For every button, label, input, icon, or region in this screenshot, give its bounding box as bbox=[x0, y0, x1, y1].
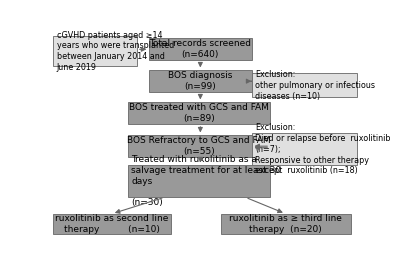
FancyBboxPatch shape bbox=[128, 165, 270, 197]
Text: cGVHD patients aged ≥14
years who were transplanted
between January 2014 and
Jun: cGVHD patients aged ≥14 years who were t… bbox=[57, 31, 174, 72]
Text: ruxolitinib as ≥ third line
therapy  (n=20): ruxolitinib as ≥ third line therapy (n=2… bbox=[229, 214, 342, 234]
Text: BOS Refractory to GCS and FAM
(n=55): BOS Refractory to GCS and FAM (n=55) bbox=[127, 136, 271, 156]
FancyBboxPatch shape bbox=[252, 133, 357, 165]
FancyBboxPatch shape bbox=[220, 214, 351, 234]
Text: BOS treated with GCS and FAM
(n=89): BOS treated with GCS and FAM (n=89) bbox=[129, 103, 269, 123]
FancyBboxPatch shape bbox=[128, 135, 270, 157]
FancyBboxPatch shape bbox=[53, 36, 137, 66]
Text: Exclusion:
other pulmonary or infectious
diseases (n=10): Exclusion: other pulmonary or infectious… bbox=[255, 70, 375, 100]
FancyBboxPatch shape bbox=[53, 214, 171, 234]
FancyBboxPatch shape bbox=[149, 38, 252, 60]
Text: Total records screened
(n=640): Total records screened (n=640) bbox=[149, 39, 251, 59]
FancyBboxPatch shape bbox=[128, 102, 270, 124]
Text: ruxolitinib as second line
therapy          (n=10): ruxolitinib as second line therapy (n=10… bbox=[55, 214, 169, 234]
FancyBboxPatch shape bbox=[252, 73, 357, 97]
Text: Treated with ruxolitinib as a
salvage treatment for at least 30
days

(n=30): Treated with ruxolitinib as a salvage tr… bbox=[131, 155, 281, 207]
Text: Exclusion:
Died or relapse before  ruxolitinib
(n=7);
Responsive to other therap: Exclusion: Died or relapse before ruxoli… bbox=[255, 123, 391, 175]
Text: BOS diagnosis
(n=99): BOS diagnosis (n=99) bbox=[168, 71, 232, 91]
FancyBboxPatch shape bbox=[149, 70, 252, 92]
